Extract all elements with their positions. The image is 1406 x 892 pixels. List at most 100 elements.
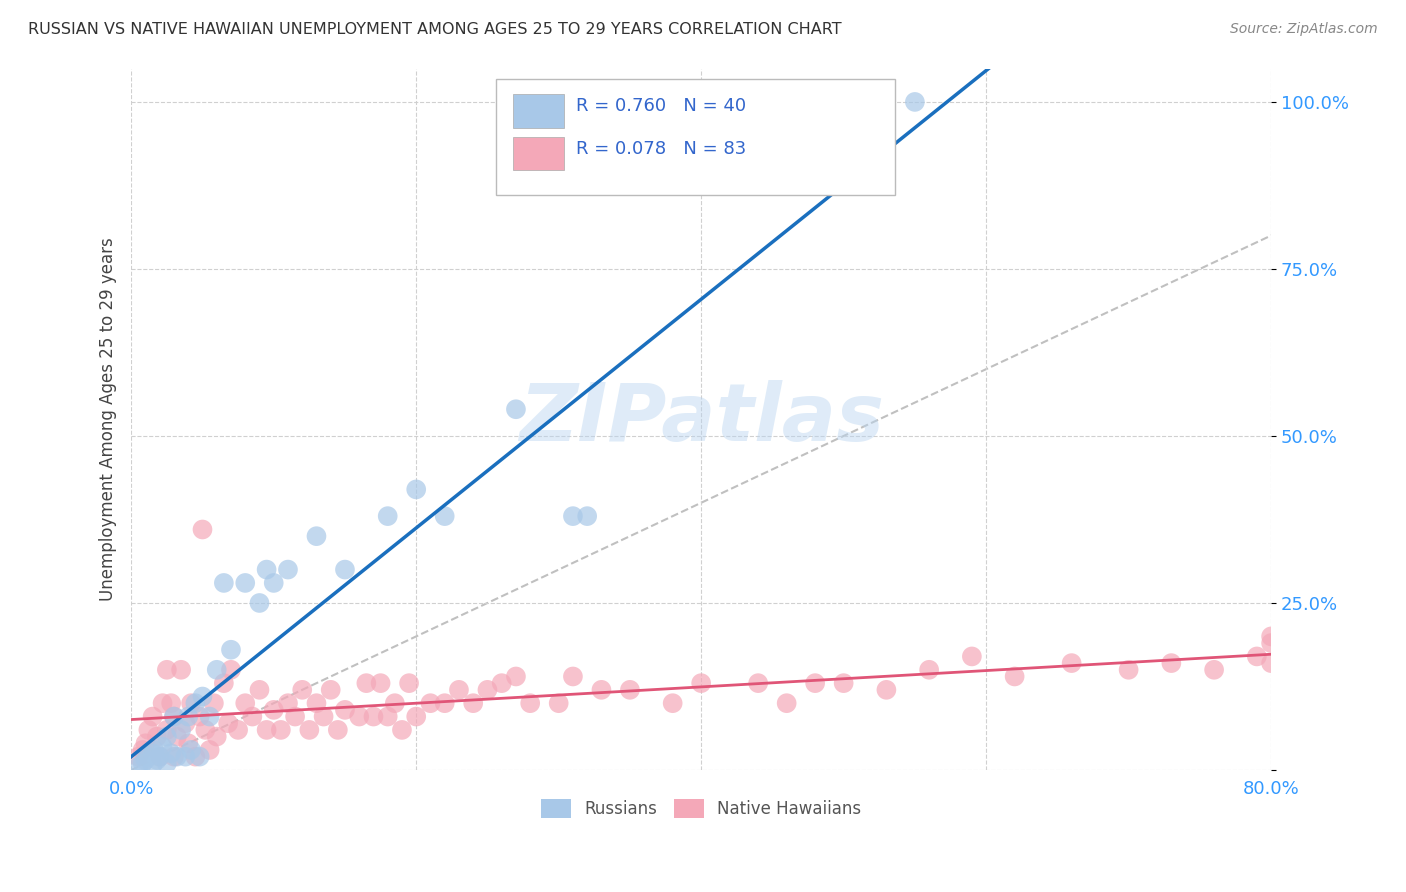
- Point: [433, 696, 456, 710]
- Point: [191, 523, 214, 537]
- Point: [1118, 663, 1140, 677]
- Point: [263, 576, 285, 591]
- Point: [226, 723, 249, 737]
- Point: [212, 576, 235, 591]
- Point: [180, 696, 202, 710]
- Point: [156, 756, 179, 771]
- Point: [198, 709, 221, 723]
- Point: [156, 730, 179, 744]
- Point: [690, 676, 713, 690]
- Point: [198, 743, 221, 757]
- Point: [747, 676, 769, 690]
- Point: [333, 703, 356, 717]
- Point: [547, 696, 569, 710]
- FancyBboxPatch shape: [513, 136, 564, 170]
- Point: [205, 663, 228, 677]
- Point: [377, 709, 399, 723]
- Point: [188, 749, 211, 764]
- Text: R = 0.078   N = 83: R = 0.078 N = 83: [576, 140, 747, 158]
- Point: [1260, 656, 1282, 670]
- Point: [370, 676, 392, 690]
- Point: [180, 743, 202, 757]
- Point: [219, 663, 242, 677]
- Point: [463, 696, 485, 710]
- Point: [146, 753, 169, 767]
- Point: [591, 682, 613, 697]
- Point: [326, 723, 349, 737]
- Point: [134, 753, 156, 767]
- Point: [1204, 663, 1226, 677]
- Point: [405, 709, 427, 723]
- Text: Source: ZipAtlas.com: Source: ZipAtlas.com: [1230, 22, 1378, 37]
- Point: [356, 676, 378, 690]
- Point: [163, 709, 186, 723]
- Point: [163, 749, 186, 764]
- Point: [249, 682, 271, 697]
- Point: [134, 736, 156, 750]
- Point: [661, 696, 683, 710]
- Point: [804, 676, 827, 690]
- Point: [249, 596, 271, 610]
- Point: [152, 739, 174, 754]
- Point: [1260, 636, 1282, 650]
- Point: [160, 696, 183, 710]
- Point: [405, 483, 427, 497]
- Point: [174, 749, 197, 764]
- Point: [333, 563, 356, 577]
- Point: [960, 649, 983, 664]
- Point: [127, 749, 149, 764]
- Point: [170, 663, 193, 677]
- Point: [561, 509, 583, 524]
- Point: [904, 95, 927, 109]
- Point: [377, 509, 399, 524]
- Point: [156, 723, 179, 737]
- Point: [875, 682, 897, 697]
- Point: [240, 709, 263, 723]
- Point: [1260, 629, 1282, 643]
- Point: [270, 723, 292, 737]
- Point: [256, 563, 278, 577]
- Text: ZIPatlas: ZIPatlas: [519, 380, 884, 458]
- Point: [143, 743, 166, 757]
- Point: [277, 696, 299, 710]
- Text: RUSSIAN VS NATIVE HAWAIIAN UNEMPLOYMENT AMONG AGES 25 TO 29 YEARS CORRELATION CH: RUSSIAN VS NATIVE HAWAIIAN UNEMPLOYMENT …: [28, 22, 842, 37]
- Point: [491, 676, 513, 690]
- Point: [131, 743, 153, 757]
- Point: [174, 716, 197, 731]
- Point: [398, 676, 420, 690]
- Point: [347, 709, 370, 723]
- Point: [177, 709, 200, 723]
- Legend: Russians, Native Hawaiians: Russians, Native Hawaiians: [534, 792, 868, 825]
- Point: [505, 402, 527, 417]
- Point: [505, 669, 527, 683]
- Point: [363, 709, 385, 723]
- Point: [127, 759, 149, 773]
- Point: [447, 682, 470, 697]
- FancyBboxPatch shape: [513, 95, 564, 128]
- Point: [233, 576, 256, 591]
- Point: [1004, 669, 1026, 683]
- Point: [619, 682, 641, 697]
- Point: [233, 696, 256, 710]
- Point: [284, 709, 307, 723]
- Point: [319, 682, 342, 697]
- Point: [391, 723, 413, 737]
- Point: [477, 682, 499, 697]
- Point: [419, 696, 441, 710]
- Point: [160, 747, 183, 761]
- Point: [177, 736, 200, 750]
- Point: [194, 723, 217, 737]
- Point: [1246, 649, 1268, 664]
- Point: [131, 756, 153, 771]
- Point: [149, 749, 172, 764]
- Point: [1160, 656, 1182, 670]
- Point: [163, 709, 186, 723]
- Point: [138, 749, 160, 764]
- Point: [298, 723, 321, 737]
- Point: [312, 709, 335, 723]
- Point: [142, 747, 165, 761]
- Point: [146, 730, 169, 744]
- Point: [291, 682, 314, 697]
- Point: [832, 676, 855, 690]
- Point: [156, 663, 179, 677]
